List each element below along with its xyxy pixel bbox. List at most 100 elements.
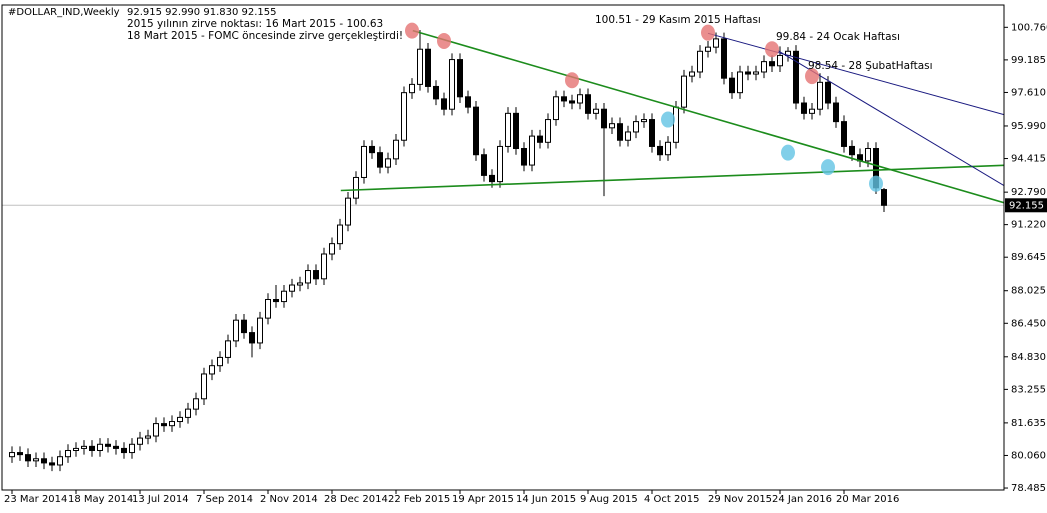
candle-body [361,145,367,178]
candle-body [433,85,439,100]
annotation: 98.54 - 28 ŞubatHaftası [808,60,933,72]
candle-body [113,445,119,449]
candle-body [777,54,783,67]
candle-body [297,282,303,286]
candle-body [745,71,751,75]
candle-body [289,284,295,292]
candle-body [281,290,287,303]
y-tick-label: 80.060 [1011,450,1046,461]
candle-body [393,139,399,160]
candle-body [425,48,431,87]
candle-body [449,59,455,110]
x-tick-label: 23 Mar 2014 [4,494,67,505]
candle-body [57,456,63,466]
highlight-marker [565,72,579,89]
candle-body [241,319,247,334]
candle-body [177,416,183,423]
x-tick-label: 4 Oct 2015 [644,494,699,505]
candle-body [401,92,407,141]
candle-body [601,108,607,129]
candle-body [561,96,567,102]
candle-body [33,458,39,462]
candle-body [665,141,671,156]
y-tick-label: 88.025 [1011,286,1046,297]
candle-body [145,435,151,439]
candle-body [161,423,167,427]
x-tick-label: 7 Sep 2014 [196,494,253,505]
candle-body [593,108,599,114]
candle-body [545,119,551,143]
candle-body [529,135,535,166]
candle-body [609,123,615,129]
candle-body [817,81,823,110]
y-tick-label: 100.760 [1011,22,1047,33]
y-tick-label: 86.450 [1011,318,1046,329]
annotation: 99.84 - 24 Ocak Haftası [776,31,900,43]
highlight-marker [869,175,883,192]
annotation: 2015 yılının zirve noktası: 16 Mart 2015… [127,18,383,30]
x-tick-label: 20 Mar 2016 [836,494,899,505]
candle-body [409,83,415,94]
x-tick-label: 22 Feb 2015 [388,494,450,505]
candle-body [321,253,327,280]
candle-body [729,77,735,94]
x-tick-label: 28 Dec 2014 [324,494,388,505]
candle-body [257,317,263,344]
candle-body [193,398,199,410]
candle-body [793,50,799,104]
candle-body [233,319,239,342]
candle-body [377,152,383,168]
candle-body [521,148,527,166]
highlight-marker [805,68,819,85]
candle-body [81,445,87,449]
candle-body [841,121,847,147]
candle-body [9,452,15,458]
candle-body [553,96,559,121]
candle-body [89,445,95,451]
candle-body [441,98,447,110]
x-tick-label: 2 Nov 2014 [260,494,318,505]
candle-body [849,145,855,156]
candle-body [481,154,487,176]
highlight-marker [661,111,675,128]
candle-body [681,75,687,108]
candle-body [97,443,103,451]
plot-area [2,22,1004,472]
x-tick-label: 13 Jul 2014 [132,494,189,505]
trend-line [340,164,1004,192]
y-tick-label: 78.485 [1011,483,1046,494]
candle-body [417,48,423,85]
x-tick-label: 29 Nov 2015 [708,494,772,505]
candle-body [305,270,311,284]
candle-body [17,452,23,456]
x-tick-label: 14 Jun 2015 [516,494,576,505]
y-tick-label: 94.415 [1011,154,1046,165]
candle-body [505,112,511,147]
candle-body [625,131,631,141]
price-box [1005,198,1047,213]
candle-body [585,94,591,114]
candle-body [657,145,663,156]
candle-body [337,224,343,245]
candle-body [721,38,727,79]
candle-body [649,119,655,147]
y-tick-label: 92.790 [1011,187,1046,198]
candle-body [537,135,543,143]
candle-body [217,356,223,367]
highlight-marker [437,32,451,49]
y-tick-label: 83.255 [1011,384,1046,395]
price-box-label: 92.155 [1009,200,1044,211]
x-tick-label: 19 Apr 2015 [452,494,514,505]
candle-body [265,299,271,319]
candle-body [129,443,135,454]
trend-line [707,32,1004,116]
candle-body [73,447,79,451]
candle-body [737,71,743,94]
candle-body [617,123,623,141]
candle-body [249,332,255,344]
candle-body [65,449,71,458]
y-tick-label: 91.220 [1011,220,1046,231]
plot-frame [1,4,1005,491]
candle-body [369,145,375,154]
